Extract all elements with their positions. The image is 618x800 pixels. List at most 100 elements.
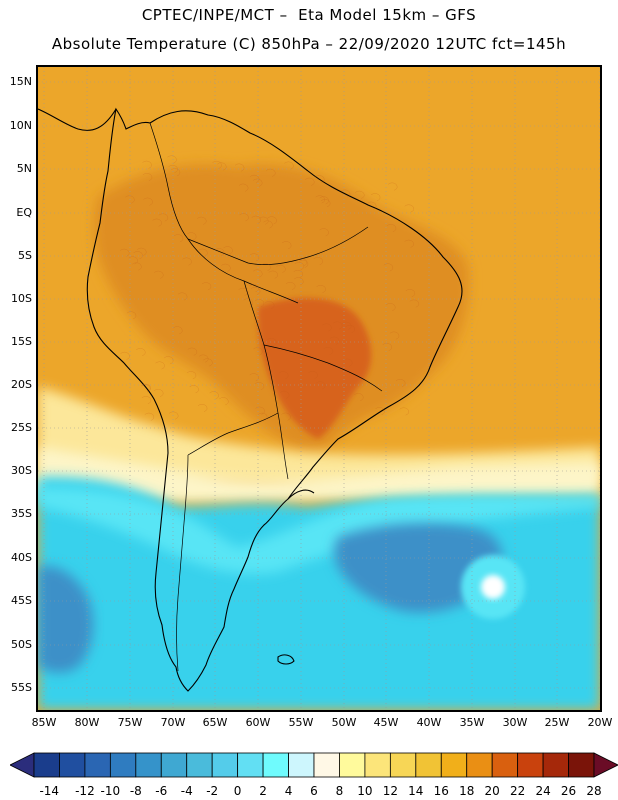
- terrain-speckle: [340, 189, 351, 198]
- colorbar-swatch: [237, 752, 264, 778]
- terrain-speckle: [315, 381, 326, 390]
- terrain-speckle: [404, 239, 414, 248]
- cold-blue-west: [38, 566, 94, 673]
- colorbar-swatch: [211, 752, 239, 778]
- terrain-speckle: [238, 287, 248, 296]
- colorbar-swatch: [339, 752, 366, 778]
- terrain-speckle: [305, 177, 315, 186]
- colorbar-label: 24: [535, 784, 551, 798]
- terrain-speckle: [375, 407, 385, 416]
- terrain-speckle: [342, 321, 352, 330]
- terrain-speckle: [323, 346, 334, 355]
- terrain-speckle: [249, 373, 260, 382]
- terrain-speckle: [239, 213, 249, 222]
- terrain-speckle: [143, 197, 153, 206]
- terrain-speckle: [279, 390, 290, 399]
- colorbar-label: 10: [357, 784, 373, 798]
- terrain-speckle: [355, 190, 365, 199]
- terrain-speckle: [155, 361, 165, 370]
- colorbar-swatch: [491, 752, 519, 778]
- terrain-speckle: [264, 301, 275, 310]
- latitude-label: 50S: [11, 638, 32, 651]
- terrain-speckle: [142, 173, 153, 182]
- terrain-speckle: [219, 397, 229, 406]
- colorbar-swatch: [313, 752, 340, 778]
- terrain-speckle: [315, 175, 325, 184]
- terrain-speckle: [313, 257, 324, 266]
- colorbar-label: -14: [39, 784, 60, 798]
- colorbar-label: -4: [180, 784, 193, 798]
- colorbar-label: 8: [335, 784, 344, 798]
- terrain-speckle: [141, 396, 152, 405]
- terrain-speckle: [281, 241, 292, 250]
- terrain-speckle: [128, 256, 138, 265]
- terrain-speckle: [386, 224, 397, 233]
- colorbar-swatch: [517, 752, 544, 778]
- terrain-speckle: [249, 284, 259, 293]
- terrain-speckle: [189, 385, 199, 394]
- colorbar-swatch: [33, 752, 60, 778]
- terrain-speckle: [170, 168, 181, 177]
- terrain-speckle: [119, 248, 130, 257]
- falklands: [277, 654, 295, 665]
- terrain-speckle: [389, 331, 400, 340]
- terrain-speckle: [395, 378, 406, 387]
- terrain-speckle: [168, 164, 178, 173]
- terrain-speckle: [254, 299, 265, 308]
- longitude-label: 55W: [288, 716, 314, 729]
- terrain-speckle: [142, 160, 152, 169]
- terrain-speckle: [126, 311, 137, 320]
- colorbar-label: 0: [233, 784, 242, 798]
- terrain-speckle: [182, 257, 192, 266]
- longitude-label: 85W: [31, 716, 57, 729]
- map-title: CPTEC/INPE/MCT – Eta Model 15km – GFS: [141, 6, 477, 24]
- longitude-label: 50W: [331, 716, 357, 729]
- terrain-speckle: [136, 348, 146, 357]
- terrain-speckle: [387, 182, 398, 191]
- terrain-speckle: [276, 264, 286, 273]
- colorbar-label: -2: [206, 784, 219, 798]
- terrain-speckle: [212, 160, 222, 169]
- longitude-label: 20W: [587, 716, 613, 729]
- terrain-speckle: [405, 289, 416, 298]
- colorbar-label: 26: [560, 784, 577, 798]
- longitude-label: 25W: [544, 716, 570, 729]
- terrain-speckle: [386, 303, 396, 312]
- terrain-texture: [119, 155, 420, 421]
- latitude-label: 20S: [11, 378, 32, 391]
- terrain-speckle: [217, 162, 227, 171]
- pale-belt: [38, 447, 600, 503]
- terrain-speckle: [252, 178, 263, 187]
- colorbar-label: 12: [382, 784, 398, 798]
- terrain-speckle: [198, 248, 208, 257]
- central-america-outline: [38, 108, 117, 131]
- terrain-speckle: [249, 174, 260, 183]
- light-cyan-band: [38, 487, 600, 575]
- cyclone-core: [481, 575, 505, 599]
- coastline: [38, 107, 463, 692]
- terrain-speckle: [316, 284, 326, 293]
- terrain-speckle: [198, 354, 209, 363]
- latitude-label: 25S: [11, 421, 32, 434]
- colorbar-swatch: [109, 752, 137, 778]
- colorbar-label: -8: [129, 784, 142, 798]
- longitude-label: 30W: [502, 716, 528, 729]
- terrain-speckle: [153, 388, 164, 397]
- colorbar-swatch: [466, 752, 493, 778]
- terrain-speckle: [177, 292, 188, 301]
- colorbar-high-arrow: [593, 752, 618, 778]
- colorbar-label: -6: [155, 784, 168, 798]
- temperature-colorbar: [10, 752, 618, 778]
- longitude-label: 45W: [373, 716, 399, 729]
- colorbar-swatch: [262, 752, 289, 778]
- colorbar-low-arrow: [10, 752, 35, 778]
- terrain-speckle: [203, 358, 213, 367]
- terrain-speckle: [404, 204, 415, 213]
- colorbar-label: 4: [284, 784, 293, 798]
- colorbar-label: 20: [484, 784, 500, 798]
- terrain-speckle: [382, 342, 393, 351]
- colorbar-swatch: [84, 752, 111, 778]
- country-borders: [149, 122, 383, 672]
- latitude-label: 15S: [11, 335, 32, 348]
- terrain-speckle: [214, 248, 225, 257]
